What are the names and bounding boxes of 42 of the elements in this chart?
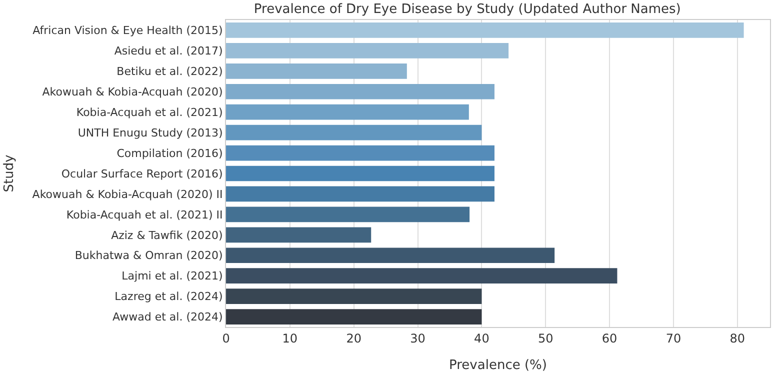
y-tick-label: Ocular Surface Report (2016): [61, 167, 223, 180]
bar: [226, 84, 494, 100]
chart-title: Prevalence of Dry Eye Disease by Study (Updated Author Names): [254, 2, 681, 17]
y-tick-label: Akowuah & Kobia-Acquah (2020) II: [32, 188, 223, 201]
x-tick-label: 50: [538, 331, 554, 346]
y-tick-label: Kobia-Acquah et al. (2021): [76, 106, 223, 119]
bar: [226, 206, 470, 222]
x-tick-label: 10: [282, 331, 298, 346]
y-tick-label: Bukhatwa & Omran (2020): [74, 249, 223, 262]
y-tick-label: Lajmi et al. (2021): [122, 270, 223, 283]
bar: [226, 104, 469, 120]
y-tick-label: Betiku et al. (2022): [116, 65, 223, 78]
bar: [226, 288, 482, 304]
bar: [226, 43, 509, 58]
bar: [226, 22, 744, 38]
y-tick-label: Aziz & Tawfik (2020): [111, 228, 223, 242]
y-tick-label: Lazreg et al. (2024): [114, 290, 223, 304]
bar: [226, 309, 482, 324]
bar: [226, 268, 618, 284]
bar: [226, 248, 555, 264]
x-tick-label: 60: [602, 331, 618, 346]
x-tick-label: 30: [410, 331, 426, 346]
x-tick-label: 20: [346, 331, 362, 346]
bar: [226, 186, 494, 202]
y-tick-label: UNTH Enugu Study (2013): [78, 126, 223, 140]
y-tick-label: Kobia-Acquah et al. (2021) II: [66, 208, 223, 222]
bar: [226, 227, 372, 243]
x-axis-title: Prevalence (%): [449, 358, 547, 373]
x-tick-label: 80: [730, 331, 746, 346]
bar: [226, 124, 482, 140]
y-axis-title: Study: [2, 154, 18, 192]
y-tick-label: Akowuah & Kobia-Acquah (2020): [42, 85, 223, 98]
bar: [226, 166, 494, 182]
y-tick-label: African Vision & Eye Health (2015): [32, 24, 223, 38]
x-tick-label: 40: [474, 331, 490, 346]
y-tick-label: Asiedu et al. (2017): [114, 44, 223, 58]
bar: [226, 63, 407, 79]
y-tick-label: Awwad et al. (2024): [112, 310, 223, 324]
y-tick-label: Compilation (2016): [116, 146, 223, 160]
x-tick-label: 70: [666, 331, 682, 346]
bar: [226, 145, 494, 161]
x-tick-label: 0: [222, 331, 230, 346]
